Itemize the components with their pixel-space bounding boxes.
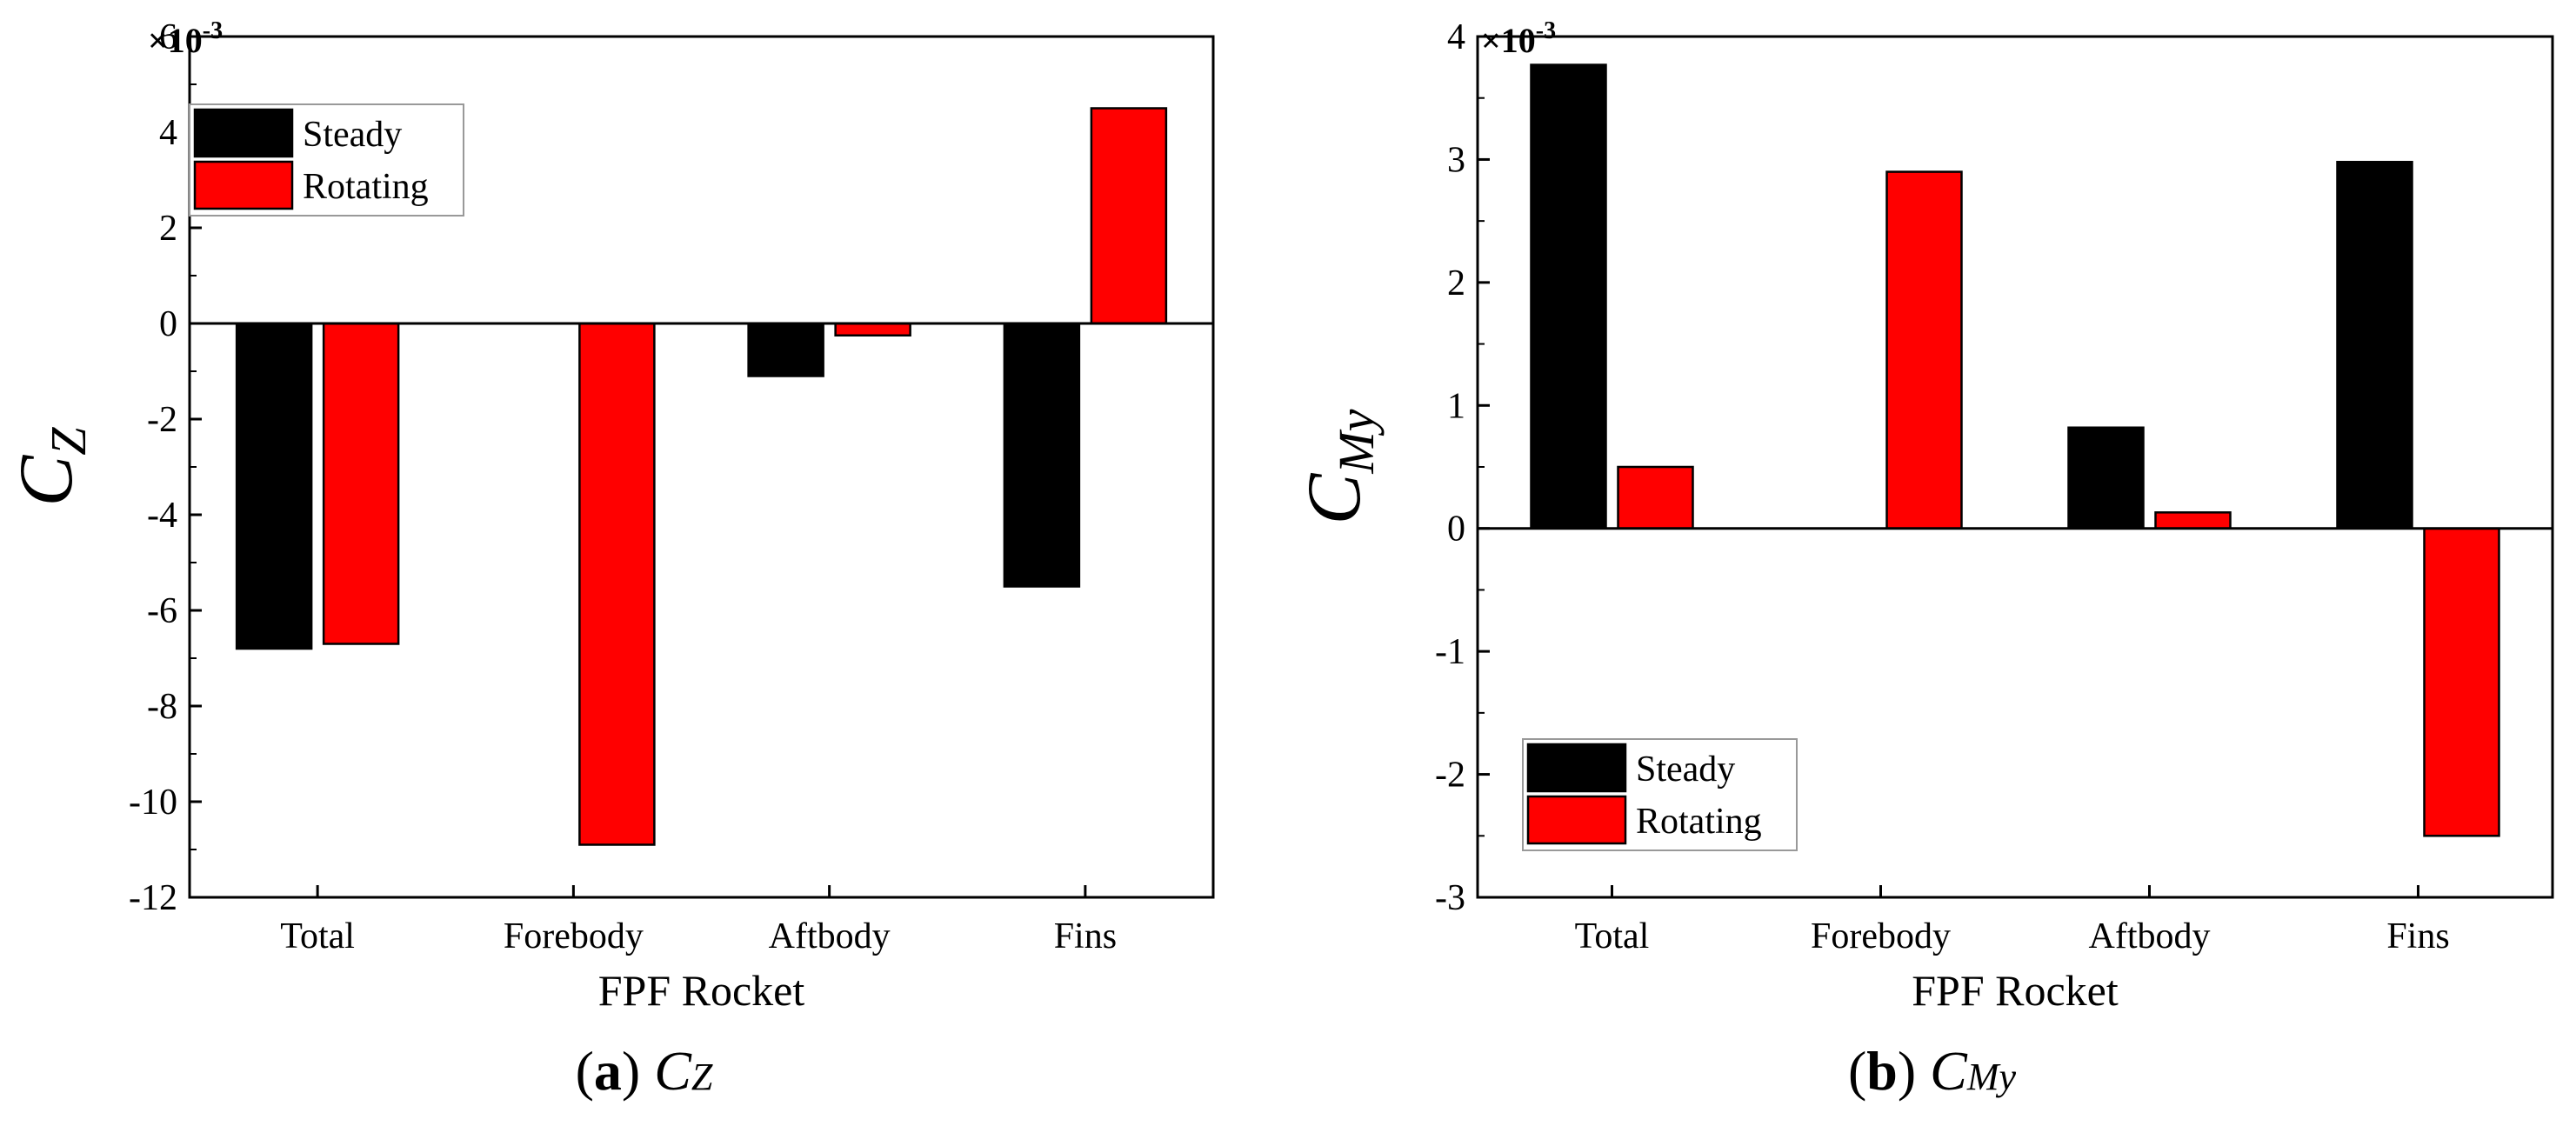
x-tick-label: Forebody (1811, 916, 1951, 956)
legend-label-steady: Steady (1636, 750, 1735, 790)
caption-a-symbol: C (654, 1040, 691, 1102)
caption-b-symbol: C (1930, 1040, 1967, 1102)
y-axis-label: CZ (4, 427, 97, 507)
x-tick-label: Total (280, 916, 355, 956)
y-tick-label: 2 (1447, 263, 1465, 303)
y-tick-label: 0 (1447, 510, 1465, 550)
y-tick-label: -3 (1435, 878, 1465, 918)
x-tick-label: Forebody (504, 916, 644, 956)
caption-a-subscript: Z (691, 1056, 713, 1098)
y-scale-base: ×10 (148, 21, 203, 60)
legend-label-rotating: Rotating (303, 167, 429, 207)
y-axis-label-subscript: Z (40, 427, 97, 456)
bar-steady-aftbody (747, 322, 824, 377)
y-scale-label: ×10-3 (1481, 17, 1556, 60)
bar-steady-fins (1003, 322, 1081, 588)
legend: Steady Rotating (1522, 738, 1798, 851)
y-scale-label: ×10-3 (148, 17, 223, 60)
y-tick-label: -4 (147, 496, 177, 536)
y-tick-label: 1 (1447, 386, 1465, 426)
bar-rotating-total (1617, 465, 1694, 530)
y-tick-label: -2 (147, 400, 177, 440)
caption-b: (b) CMy (1847, 1040, 2017, 1102)
x-tick-label: Aftbody (769, 916, 891, 956)
bar-rotating-forebody (1885, 170, 1963, 530)
y-tick-label: 4 (1447, 17, 1465, 57)
bar-rotating-total (322, 322, 400, 645)
y-tick-label: 0 (159, 304, 177, 344)
y-scale-exponent: -3 (203, 17, 223, 44)
bar-steady-aftbody (2067, 426, 2145, 530)
x-tick-label: Fins (2386, 916, 2449, 956)
legend-swatch-steady (193, 108, 294, 158)
y-tick-label: -10 (129, 783, 177, 823)
y-tick-label: -2 (1435, 756, 1465, 796)
x-axis-label: FPF Rocket (1912, 966, 2119, 1015)
caption-a: (a) CZ (575, 1040, 713, 1102)
chart-panel-a: -12 -10 -8 -6 -4 -2 0 2 4 6 ×10-3 CZ Total Forebody Af… (4, 17, 1215, 1102)
x-tick-label: Aftbody (2089, 916, 2211, 956)
legend: Steady Rotating (189, 103, 464, 217)
y-tick-label: -12 (129, 878, 177, 918)
y-scale-exponent: -3 (1536, 17, 1556, 44)
y-axis-label-main: C (1292, 472, 1377, 524)
y-tick-label: 4 (159, 113, 177, 153)
y-axis-label: CMy (1292, 409, 1385, 524)
bar-rotating-aftbody (834, 322, 911, 336)
y-tick-label: -1 (1435, 632, 1465, 672)
bar-steady-total (1530, 63, 1607, 530)
y-scale-base: ×10 (1481, 21, 1536, 60)
y-tick-label: -8 (147, 687, 177, 727)
chart-panel-b: -3 -2 -1 0 1 2 3 4 ×10-3 CMy Total Forebody Aftbody F… (1288, 0, 2576, 1126)
caption-b-subscript: My (1966, 1056, 2017, 1098)
x-axis-label: FPF Rocket (598, 966, 805, 1015)
bar-rotating-fins (2423, 527, 2500, 837)
legend-label-rotating: Rotating (1636, 802, 1762, 842)
chart-a: -12 -10 -8 -6 -4 -2 0 2 4 6×10-3 CZ Total Forebody Af… (4, 17, 1215, 1015)
x-tick-label: Total (1575, 916, 1650, 956)
y-tick-label: -6 (147, 591, 177, 631)
legend-swatch-steady (1526, 743, 1627, 793)
legend-label-steady: Steady (303, 115, 402, 155)
y-tick-label: 6 (159, 17, 177, 57)
y-tick-label: 2 (159, 209, 177, 249)
caption-a-letter: a (593, 1040, 622, 1102)
bar-rotating-fins (1090, 107, 1168, 325)
bar-rotating-aftbody (2154, 511, 2232, 530)
bar-steady-fins (2336, 161, 2413, 530)
y-axis-label-subscript: My (1328, 409, 1385, 474)
bar-rotating-forebody (578, 322, 656, 846)
legend-swatch-rotating (1526, 795, 1627, 845)
legend-swatch-rotating (193, 160, 294, 210)
caption-b-letter: b (1866, 1040, 1898, 1102)
bar-steady-total (235, 322, 313, 650)
y-axis-label-main: C (4, 454, 89, 506)
y-tick-label: 3 (1447, 140, 1465, 180)
x-tick-label: Fins (1054, 916, 1117, 956)
